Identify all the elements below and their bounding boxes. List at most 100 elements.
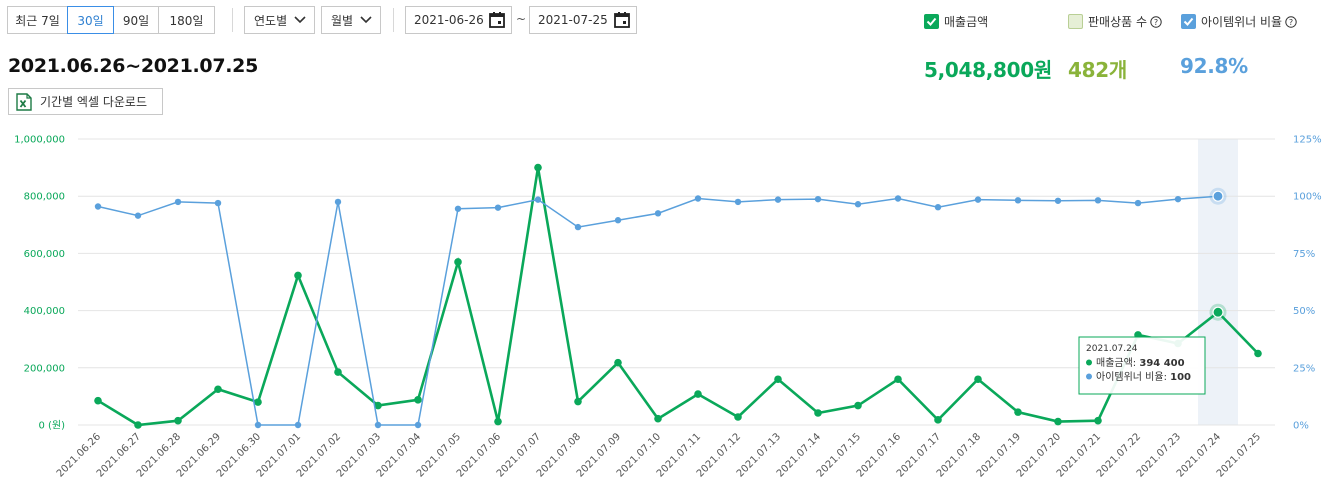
y-left-tick-label: 400,000 [24, 306, 65, 317]
start-date-input[interactable]: 2021-06-26 [405, 6, 512, 34]
sales-point [294, 271, 302, 280]
winner-point [614, 217, 622, 224]
help-icon[interactable]: ? [1150, 15, 1162, 28]
sales-point [414, 396, 422, 404]
tooltip-marker [1086, 359, 1092, 366]
excel-download-label: 기간별 엑셀 다운로드 [40, 95, 147, 109]
end-date-input[interactable]: 2021-07-25 [529, 6, 637, 34]
winner-point [374, 421, 382, 429]
sales-point [214, 385, 222, 394]
winner-point [454, 205, 462, 212]
chevron-down-icon [294, 16, 306, 24]
legend-sales-label: 매출금액 [944, 15, 989, 29]
winner-point [294, 421, 302, 429]
start-date-value: 2021-06-26 [414, 13, 484, 27]
sales-point [134, 421, 142, 429]
total-items-value: 482개 [1068, 58, 1127, 82]
svg-text:?: ? [1154, 18, 1158, 27]
legend-items-toggle[interactable]: 판매상품 수 ? [1068, 13, 1162, 30]
winner-point [1054, 197, 1062, 204]
winner-point [534, 196, 542, 203]
winner-point [894, 195, 902, 202]
period-30days-button[interactable]: 30일 [67, 6, 114, 34]
sales-point [654, 414, 662, 423]
legend-winner-toggle[interactable]: 아이템위너 비율 ? [1181, 13, 1297, 30]
winner-point [174, 198, 182, 206]
excel-icon [16, 92, 32, 111]
winner-point [1014, 197, 1022, 204]
sales-point [1094, 416, 1102, 425]
chevron-down-icon [360, 16, 372, 24]
year-select[interactable]: 연도별 [244, 6, 315, 34]
excel-download-button[interactable]: 기간별 엑셀 다운로드 [8, 88, 163, 115]
period-180days-button[interactable]: 180일 [158, 6, 215, 34]
total-sales-value: 5,048,800원 [924, 58, 1053, 82]
month-select[interactable]: 월별 [321, 6, 381, 34]
calendar-icon[interactable] [488, 11, 506, 29]
sales-point [454, 258, 462, 266]
winner-point [934, 203, 942, 211]
winner-point [654, 210, 662, 217]
sales-point [734, 413, 742, 421]
end-date-value: 2021-07-25 [538, 13, 608, 27]
sales-point [934, 416, 942, 424]
winner-point [254, 421, 262, 429]
tooltip-row-label: 아이템위너 비율: [1096, 370, 1170, 383]
winner-point [494, 204, 502, 211]
sales-point [814, 409, 822, 417]
period-7days-button[interactable]: 최근 7일 [7, 6, 68, 34]
winner-point [854, 201, 862, 208]
sales-point [1212, 306, 1224, 318]
sales-point [334, 368, 342, 376]
checkbox-unchecked-icon[interactable] [1068, 14, 1083, 29]
y-right-tick-label: 0% [1293, 421, 1309, 432]
y-left-tick-label: 600,000 [24, 249, 65, 260]
y-left-tick-label: 200,000 [24, 363, 65, 374]
winner-ratio-value: 92.8% [1180, 54, 1248, 78]
winner-point [694, 195, 702, 202]
checkbox-checked-icon[interactable] [1181, 14, 1196, 29]
y-right-tick-label: 25% [1293, 363, 1315, 374]
sales-point [1054, 417, 1062, 426]
period-toggle: 최근 7일 30일 90일 180일 [7, 6, 215, 34]
y-left-tick-label: 0 (원) [38, 420, 65, 432]
month-select-label: 월별 [331, 13, 354, 28]
winner-point [334, 198, 342, 206]
winner-point [1134, 199, 1142, 207]
sales-point [254, 398, 262, 406]
sales-point [854, 401, 862, 410]
winner-point [774, 196, 782, 203]
period-90days-button[interactable]: 90일 [113, 6, 159, 34]
y-right-tick-label: 75% [1293, 249, 1315, 260]
sales-point [494, 417, 502, 426]
legend-winner-label: 아이템위너 비율 [1201, 15, 1283, 29]
winner-point [134, 212, 142, 219]
winner-point [974, 196, 982, 203]
winner-point [214, 199, 222, 207]
sales-point [614, 358, 622, 367]
legend-sales-toggle[interactable]: 매출금액 [924, 13, 988, 30]
winner-point [734, 198, 742, 206]
tooltip-row: 아이템위너 비율: 100 [1096, 370, 1191, 383]
winner-point [1174, 195, 1182, 203]
y-left-tick-label: 1,000,000 [14, 135, 65, 146]
winner-point [94, 203, 102, 210]
sales-point [1254, 349, 1262, 358]
help-icon[interactable]: ? [1285, 15, 1297, 28]
chart-tooltip [1078, 336, 1206, 395]
checkbox-checked-icon[interactable] [924, 14, 939, 29]
tooltip-row-value: 394 400 [1139, 358, 1184, 369]
sales-point [774, 375, 782, 384]
legend-items-label: 판매상품 수 [1088, 15, 1148, 29]
period-title: 2021.06.26~2021.07.25 [8, 55, 259, 77]
winner-point [1094, 197, 1102, 204]
sales-point [94, 396, 102, 405]
y-right-tick-label: 125% [1293, 135, 1322, 146]
winner-point [1212, 190, 1224, 202]
winner-point [574, 223, 582, 231]
calendar-icon[interactable] [613, 11, 631, 29]
sales-point [574, 397, 582, 406]
sales-point [974, 375, 982, 384]
y-left-tick-label: 800,000 [24, 192, 65, 203]
